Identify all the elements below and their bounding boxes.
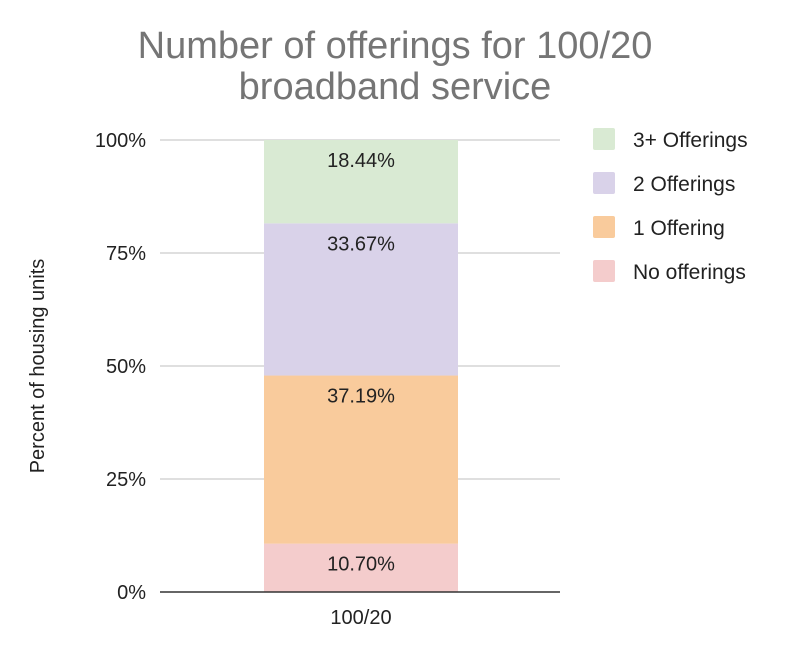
y-tick-label: 25% bbox=[106, 469, 146, 491]
y-tick-label: 75% bbox=[106, 243, 146, 265]
chart-title: Number of offerings for 100/20 broadband… bbox=[138, 25, 653, 108]
data-labels: 10.70% 37.19% 33.67% 18.44% bbox=[327, 150, 395, 576]
legend: 3+ Offerings 2 Offerings 1 Offering No offe… bbox=[593, 128, 748, 284]
bar-segment bbox=[264, 223, 458, 376]
bar-segment bbox=[264, 375, 458, 544]
bar-segment bbox=[264, 140, 458, 224]
x-tick-label: 100/20 bbox=[330, 607, 391, 629]
data-label: 18.44% bbox=[327, 150, 395, 172]
data-label: 10.70% bbox=[327, 554, 395, 576]
legend-label: 2 Offerings bbox=[633, 173, 735, 196]
chart-title-line-1: Number of offerings for 100/20 bbox=[138, 25, 653, 67]
data-label: 37.19% bbox=[327, 386, 395, 408]
y-tick-label: 50% bbox=[106, 356, 146, 378]
data-label: 33.67% bbox=[327, 233, 395, 255]
legend-swatch bbox=[593, 260, 615, 282]
y-axis-label: Percent of housing units bbox=[27, 259, 49, 474]
legend-label: 3+ Offerings bbox=[633, 129, 748, 152]
x-axis-ticks: 100/20 bbox=[330, 607, 391, 629]
bar-segment bbox=[264, 543, 458, 592]
legend-swatch bbox=[593, 128, 615, 150]
y-tick-label: 100% bbox=[95, 130, 146, 152]
legend-label: 1 Offering bbox=[633, 217, 725, 240]
legend-swatch bbox=[593, 216, 615, 238]
legend-swatch bbox=[593, 172, 615, 194]
y-tick-label: 0% bbox=[117, 582, 146, 604]
y-axis-ticks: 0% 25% 50% 75% 100% bbox=[95, 130, 146, 604]
legend-label: No offerings bbox=[633, 261, 746, 284]
bar-stack bbox=[264, 140, 458, 592]
chart-title-line-2: broadband service bbox=[239, 66, 552, 108]
